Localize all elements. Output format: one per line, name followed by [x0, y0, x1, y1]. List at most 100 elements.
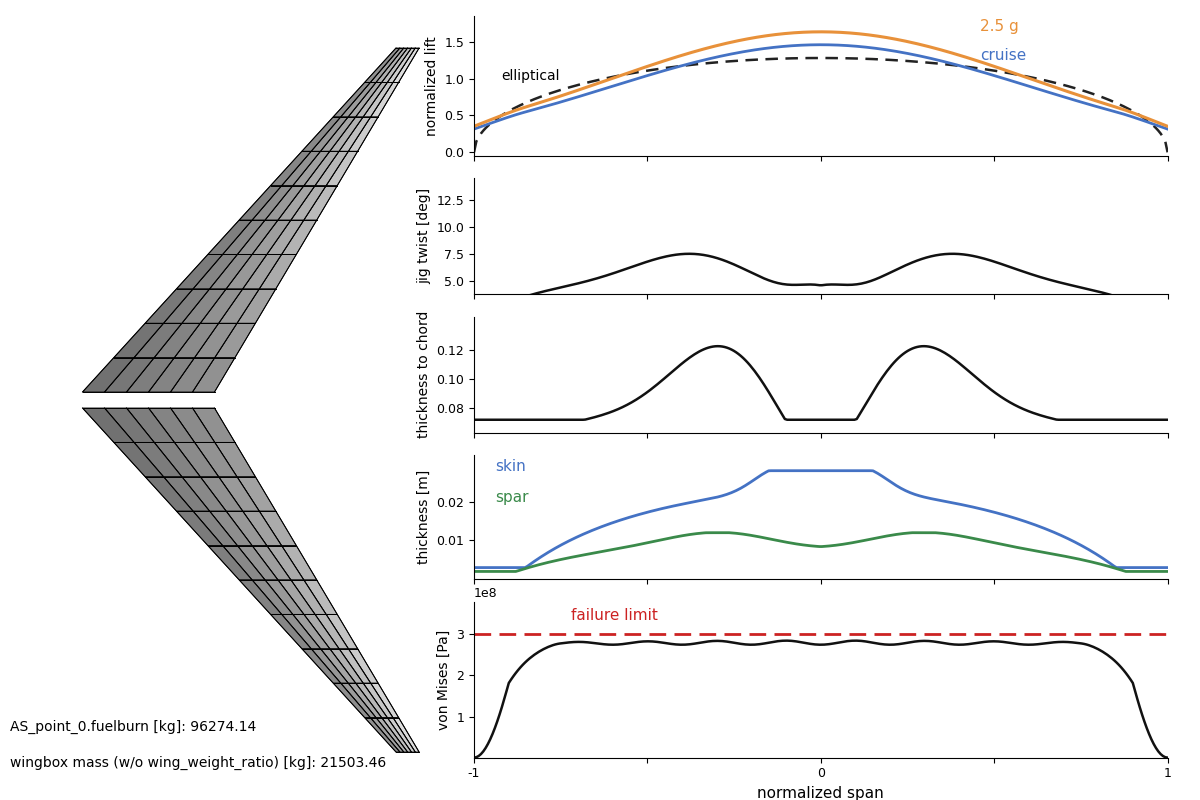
Polygon shape: [242, 511, 282, 546]
Polygon shape: [355, 82, 388, 117]
Polygon shape: [163, 289, 210, 323]
Polygon shape: [282, 220, 317, 254]
Polygon shape: [215, 323, 256, 358]
Y-axis label: thickness to chord: thickness to chord: [416, 311, 431, 438]
Polygon shape: [304, 614, 340, 649]
Text: AS_point_0.fuelburn [kg]: 96274.14: AS_point_0.fuelburn [kg]: 96274.14: [10, 720, 256, 734]
Polygon shape: [278, 186, 316, 220]
Text: spar: spar: [494, 490, 528, 505]
Polygon shape: [182, 289, 227, 323]
Polygon shape: [218, 477, 259, 511]
Y-axis label: jig twist [deg]: jig twist [deg]: [416, 188, 431, 285]
Polygon shape: [376, 718, 408, 752]
Polygon shape: [334, 683, 371, 718]
Polygon shape: [194, 323, 238, 358]
Polygon shape: [311, 117, 348, 151]
Text: 2.5 g: 2.5 g: [980, 18, 1019, 34]
Polygon shape: [149, 408, 194, 442]
Polygon shape: [170, 358, 215, 392]
Polygon shape: [104, 408, 155, 442]
Polygon shape: [239, 186, 282, 220]
Polygon shape: [320, 649, 355, 683]
Polygon shape: [83, 358, 134, 392]
Polygon shape: [348, 82, 382, 117]
Polygon shape: [326, 614, 358, 649]
Polygon shape: [193, 511, 238, 546]
Polygon shape: [282, 151, 320, 186]
Polygon shape: [293, 151, 330, 186]
Polygon shape: [227, 511, 266, 546]
Polygon shape: [388, 718, 415, 752]
Polygon shape: [114, 323, 163, 358]
Polygon shape: [376, 48, 408, 82]
Polygon shape: [193, 254, 238, 289]
Polygon shape: [271, 614, 311, 649]
Polygon shape: [126, 358, 174, 392]
Polygon shape: [371, 718, 403, 752]
Polygon shape: [134, 323, 182, 358]
Polygon shape: [200, 289, 242, 323]
Polygon shape: [126, 408, 174, 442]
Polygon shape: [208, 220, 252, 254]
Polygon shape: [278, 580, 316, 614]
Polygon shape: [163, 477, 210, 511]
Polygon shape: [208, 546, 252, 580]
Polygon shape: [238, 220, 278, 254]
Polygon shape: [293, 614, 330, 649]
Text: failure limit: failure limit: [571, 608, 658, 623]
Polygon shape: [290, 580, 326, 614]
Polygon shape: [340, 117, 371, 151]
Polygon shape: [200, 477, 242, 511]
Polygon shape: [341, 683, 376, 718]
Polygon shape: [330, 117, 364, 151]
Polygon shape: [259, 254, 296, 289]
Polygon shape: [265, 580, 304, 614]
Polygon shape: [266, 546, 304, 580]
Polygon shape: [316, 614, 348, 649]
Polygon shape: [326, 151, 358, 186]
Text: 1e8: 1e8: [474, 587, 498, 600]
Polygon shape: [252, 186, 293, 220]
Polygon shape: [320, 117, 355, 151]
Polygon shape: [392, 718, 419, 752]
Polygon shape: [371, 82, 398, 117]
Polygon shape: [316, 151, 348, 186]
Polygon shape: [252, 580, 293, 614]
Y-axis label: normalized lift: normalized lift: [425, 36, 439, 136]
Polygon shape: [252, 220, 290, 254]
Polygon shape: [210, 511, 252, 546]
Polygon shape: [259, 511, 296, 546]
Polygon shape: [382, 48, 412, 82]
Polygon shape: [155, 442, 200, 477]
Polygon shape: [364, 82, 392, 117]
Text: elliptical: elliptical: [502, 70, 560, 83]
Polygon shape: [388, 48, 415, 82]
Polygon shape: [227, 254, 266, 289]
Polygon shape: [348, 683, 382, 718]
Polygon shape: [215, 442, 256, 477]
Polygon shape: [114, 442, 163, 477]
Polygon shape: [192, 358, 235, 392]
Polygon shape: [304, 151, 340, 186]
Polygon shape: [365, 718, 400, 752]
Polygon shape: [311, 649, 348, 683]
Polygon shape: [238, 477, 276, 511]
X-axis label: normalized span: normalized span: [757, 786, 884, 800]
Polygon shape: [348, 117, 378, 151]
Polygon shape: [340, 649, 371, 683]
Polygon shape: [176, 254, 223, 289]
Polygon shape: [238, 546, 278, 580]
Polygon shape: [223, 546, 265, 580]
Polygon shape: [348, 649, 378, 683]
Polygon shape: [252, 546, 290, 580]
Polygon shape: [174, 442, 218, 477]
Polygon shape: [174, 323, 218, 358]
Polygon shape: [341, 82, 376, 117]
Polygon shape: [83, 408, 134, 442]
Polygon shape: [149, 358, 194, 392]
Polygon shape: [155, 323, 200, 358]
Polygon shape: [242, 254, 282, 289]
Polygon shape: [302, 117, 341, 151]
Polygon shape: [266, 220, 304, 254]
Text: skin: skin: [494, 459, 526, 474]
